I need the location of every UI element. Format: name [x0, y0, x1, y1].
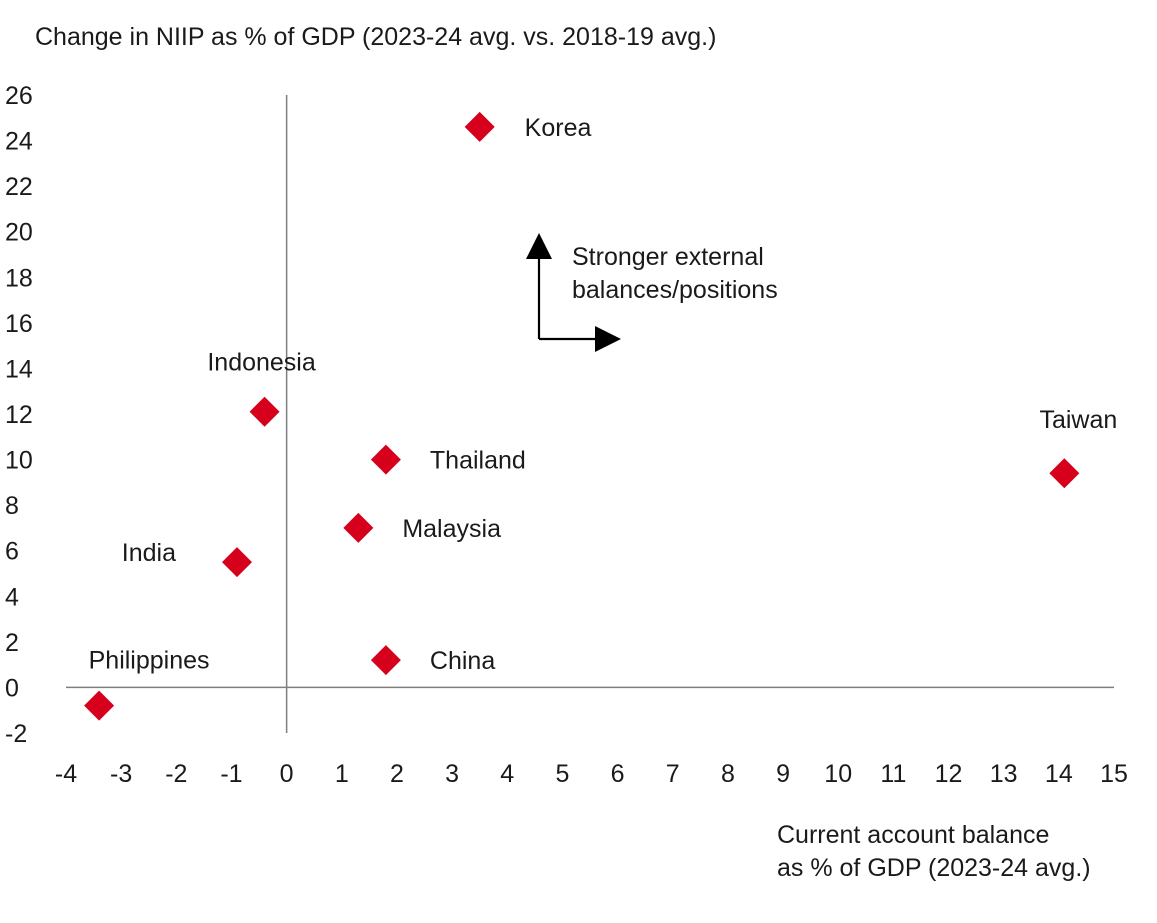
- data-point: [370, 444, 401, 475]
- x-tick-label: 14: [1045, 760, 1073, 788]
- x-tick-label: 3: [445, 760, 459, 788]
- x-tick-label: 8: [721, 760, 735, 788]
- data-point: [370, 645, 401, 676]
- point-label: Philippines: [89, 647, 210, 675]
- y-tick-label: 14: [5, 355, 33, 383]
- x-tick-label: 5: [555, 760, 569, 788]
- x-tick-label: 15: [1100, 760, 1128, 788]
- y-tick-label: 8: [5, 492, 19, 520]
- point-label: Indonesia: [207, 349, 316, 377]
- y-tick-label: 16: [5, 310, 33, 338]
- y-tick-label: 24: [5, 128, 33, 156]
- x-tick-label: -4: [55, 760, 77, 788]
- x-tick-label: 2: [390, 760, 404, 788]
- x-tick-label: -3: [110, 760, 132, 788]
- point-label: Taiwan: [1039, 406, 1117, 434]
- y-tick-label: 2: [5, 629, 19, 657]
- x-tick-label: -1: [220, 760, 242, 788]
- y-tick-label: 22: [5, 173, 33, 201]
- data-points: [84, 111, 1080, 721]
- x-tick-label: 6: [611, 760, 625, 788]
- point-label: Malaysia: [402, 515, 501, 543]
- arrow-up-icon: [526, 233, 552, 259]
- x-tick-label: 13: [990, 760, 1018, 788]
- y-tick-label: 0: [5, 674, 19, 702]
- y-axis-title: Change in NIIP as % of GDP (2023-24 avg.…: [35, 23, 716, 51]
- y-tick-label: 10: [5, 447, 33, 475]
- y-tick-label: 12: [5, 401, 33, 429]
- y-tick-label: 4: [5, 583, 19, 611]
- data-point: [221, 547, 252, 578]
- point-label: China: [430, 647, 495, 675]
- data-point: [1049, 458, 1080, 489]
- x-tick-label: 0: [280, 760, 294, 788]
- axes: [66, 95, 1114, 733]
- point-labels: Korea Indonesia Thailand Taiwan Malaysia Indi…: [89, 114, 1118, 675]
- y-tick-label: 18: [5, 264, 33, 292]
- x-tick-label: 4: [500, 760, 514, 788]
- y-tick-label: 20: [5, 219, 33, 247]
- point-label: Korea: [525, 114, 592, 142]
- x-tick-label: 7: [666, 760, 680, 788]
- y-tick-label: -2: [5, 720, 27, 748]
- data-point: [464, 111, 495, 142]
- x-tick-label: 11: [880, 760, 906, 788]
- arrow-right-icon: [595, 326, 621, 352]
- x-axis-title-line-2: as % of GDP (2023-24 avg.): [777, 854, 1091, 882]
- x-tick-label: 10: [824, 760, 852, 788]
- y-tick-label: 6: [5, 538, 19, 566]
- annotation-line-2: balances/positions: [572, 276, 778, 304]
- point-label: India: [122, 539, 176, 567]
- x-tick-label: 1: [335, 760, 349, 788]
- data-point: [84, 690, 115, 721]
- x-tick-label: 9: [776, 760, 790, 788]
- x-tick-label: -2: [165, 760, 187, 788]
- y-tick-label: 26: [5, 82, 33, 110]
- x-tick-labels: -4 -3 -2 -1 0 1 2 3 4 5 6 7 8 9 10 11 12 13 14 15: [55, 760, 1128, 788]
- point-label: Thailand: [430, 447, 526, 475]
- data-point: [249, 396, 280, 427]
- x-tick-label: 12: [935, 760, 963, 788]
- x-axis-title-line-1: Current account balance: [777, 821, 1049, 849]
- data-point: [343, 512, 374, 543]
- annotation: Stronger external balances/positions: [526, 233, 778, 352]
- annotation-line-1: Stronger external: [572, 243, 764, 271]
